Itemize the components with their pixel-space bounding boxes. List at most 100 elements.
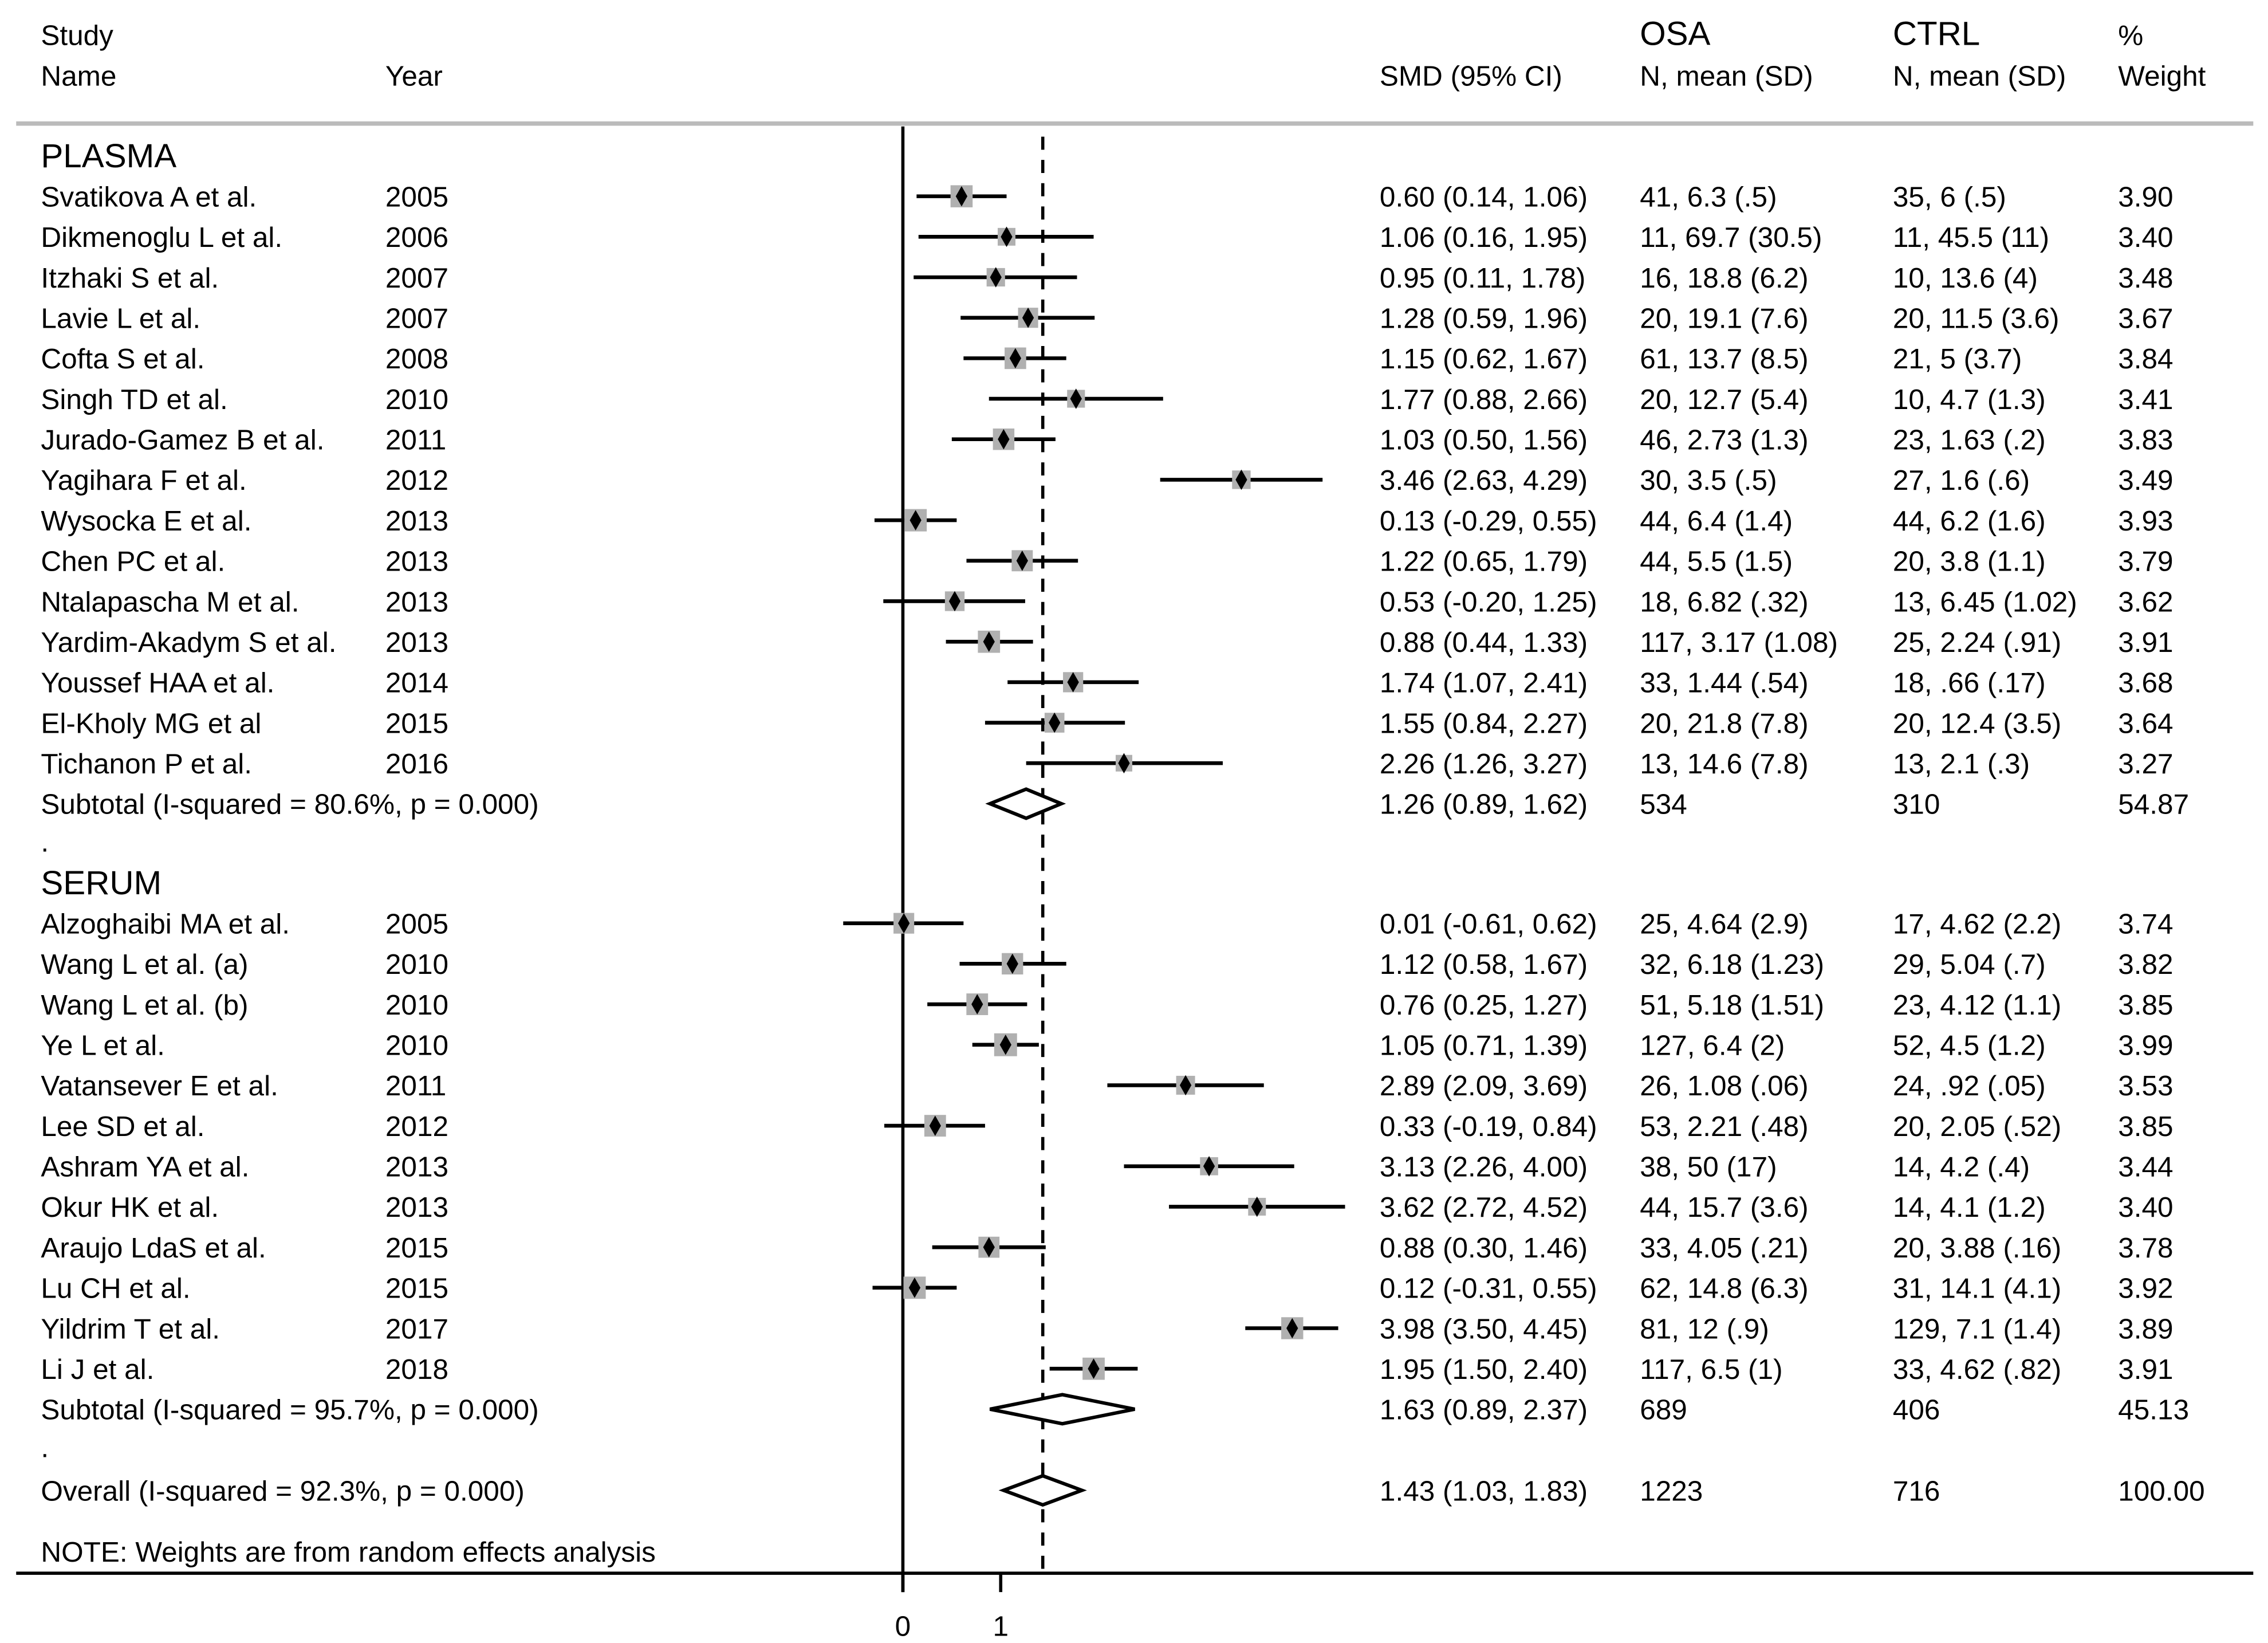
point-estimate bbox=[1022, 307, 1034, 328]
study-row: Wang L et al. (b) 2010 0.76 (0.25, 1.27) 51… bbox=[41, 989, 2173, 1021]
study-row: Jurado-Gamez B et al. 2011 1.03 (0.50, 1.5… bbox=[41, 424, 2173, 456]
study-weight: 3.91 bbox=[2118, 1354, 2173, 1385]
study-osa: 62, 14.8 (6.3) bbox=[1640, 1273, 1808, 1304]
study-year: 2015 bbox=[385, 707, 448, 739]
study-row: Dikmenoglu L et al. 2006 1.06 (0.16, 1.95)… bbox=[41, 222, 2173, 253]
study-ci: 1.95 (1.50, 2.40) bbox=[1380, 1354, 1588, 1385]
study-name: Lee SD et al. bbox=[41, 1111, 204, 1142]
study-row: Lavie L et al. 2007 1.28 (0.59, 1.96) 20, 1… bbox=[41, 302, 2173, 334]
study-osa: 20, 19.1 (7.6) bbox=[1640, 302, 1808, 334]
study-row: Wang L et al. (a) 2010 1.12 (0.58, 1.67) 32… bbox=[41, 949, 2173, 980]
study-osa: 127, 6.4 (2) bbox=[1640, 1029, 1785, 1061]
subtotal-diamond bbox=[985, 787, 1066, 820]
study-row: Wysocka E et al. 2013 0.13 (-0.29, 0.55) 44… bbox=[41, 505, 2173, 537]
study-year: 2015 bbox=[385, 1232, 448, 1264]
study-year: 2007 bbox=[385, 262, 448, 294]
study-ctrl: 14, 4.2 (.4) bbox=[1893, 1151, 2030, 1183]
study-ctrl: 10, 13.6 (4) bbox=[1893, 262, 2038, 294]
study-row: Cofta S et al. 2008 1.15 (0.62, 1.67) 61, 1… bbox=[41, 343, 2173, 375]
study-name: Yildrim T et al. bbox=[41, 1313, 220, 1345]
header-ctrl-sub: N, mean (SD) bbox=[1893, 61, 2066, 92]
study-weight: 3.68 bbox=[2118, 667, 2173, 699]
study-weight: 3.85 bbox=[2118, 1111, 2173, 1142]
study-ctrl: 33, 4.62 (.82) bbox=[1893, 1354, 2061, 1385]
study-osa: 117, 6.5 (1) bbox=[1640, 1354, 1782, 1385]
subtotal-osa: 534 bbox=[1640, 789, 1687, 820]
point-estimate bbox=[999, 1034, 1011, 1055]
study-osa: 38, 50 (17) bbox=[1640, 1151, 1777, 1183]
study-row: Lee SD et al. 2012 0.33 (-0.19, 0.84) 53, 2… bbox=[41, 1111, 2173, 1142]
footnote: NOTE: Weights are from random effects an… bbox=[41, 1536, 655, 1568]
study-name: Ashram YA et al. bbox=[41, 1151, 249, 1183]
study-ctrl: 13, 6.45 (1.02) bbox=[1893, 586, 2077, 618]
study-osa: 33, 1.44 (.54) bbox=[1640, 667, 1808, 699]
study-weight: 3.92 bbox=[2118, 1273, 2173, 1304]
header-study: Study bbox=[41, 20, 113, 52]
overall-osa: 1223 bbox=[1640, 1475, 1703, 1507]
study-row: Ashram YA et al. 2013 3.13 (2.26, 4.00) 38,… bbox=[41, 1151, 2173, 1183]
study-ctrl: 10, 4.7 (1.3) bbox=[1893, 384, 2046, 415]
study-ctrl: 11, 45.5 (11) bbox=[1893, 222, 2049, 253]
study-weight: 3.40 bbox=[2118, 222, 2173, 253]
study-row: Ye L et al. 2010 1.05 (0.71, 1.39) 127, 6.4… bbox=[41, 1029, 2173, 1061]
study-year: 2013 bbox=[385, 1192, 448, 1223]
study-row: Vatansever E et al. 2011 2.89 (2.09, 3.69)… bbox=[41, 1070, 2173, 1102]
study-row: Singh TD et al. 2010 1.77 (0.88, 2.66) 20, … bbox=[41, 384, 2173, 415]
study-ci: 2.89 (2.09, 3.69) bbox=[1380, 1070, 1588, 1102]
subtotal-label: Subtotal (I-squared = 80.6%, p = 0.000) bbox=[41, 789, 538, 820]
study-weight: 3.53 bbox=[2118, 1070, 2173, 1102]
study-year: 2016 bbox=[385, 748, 448, 780]
study-ctrl: 27, 1.6 (.6) bbox=[1893, 465, 2030, 496]
point-estimate bbox=[1286, 1318, 1298, 1339]
study-weight: 3.93 bbox=[2118, 505, 2173, 537]
study-ctrl: 31, 14.1 (4.1) bbox=[1893, 1273, 2061, 1304]
study-row: Lu CH et al. 2015 0.12 (-0.31, 0.55) 62, 14… bbox=[41, 1273, 2173, 1304]
study-ctrl: 21, 5 (3.7) bbox=[1893, 343, 2022, 375]
study-ci: 0.13 (-0.29, 0.55) bbox=[1380, 505, 1597, 537]
study-year: 2005 bbox=[385, 181, 448, 213]
study-osa: 53, 2.21 (.48) bbox=[1640, 1111, 1808, 1142]
subtotal-label: Subtotal (I-squared = 95.7%, p = 0.000) bbox=[41, 1394, 538, 1426]
study-name: Wysocka E et al. bbox=[41, 505, 251, 537]
study-ctrl: 20, 12.4 (3.5) bbox=[1893, 707, 2061, 739]
study-name: Yardim-Akadym S et al. bbox=[41, 627, 336, 658]
study-ctrl: 17, 4.62 (2.2) bbox=[1893, 908, 2061, 940]
study-name: Youssef HAA et al. bbox=[41, 667, 274, 699]
point-estimate bbox=[898, 913, 910, 934]
study-osa: 44, 15.7 (3.6) bbox=[1640, 1192, 1808, 1223]
study-year: 2012 bbox=[385, 1111, 448, 1142]
study-ci: 0.53 (-0.20, 1.25) bbox=[1380, 586, 1597, 618]
study-ci: 0.88 (0.44, 1.33) bbox=[1380, 627, 1588, 658]
study-weight: 3.64 bbox=[2118, 707, 2173, 739]
study-row: Li J et al. 2018 1.95 (1.50, 2.40) 117, 6.5… bbox=[41, 1354, 2173, 1385]
study-ctrl: 20, 11.5 (3.6) bbox=[1893, 302, 2060, 334]
study-name: Chen PC et al. bbox=[41, 546, 225, 577]
rows: PLASMA Svatikova A et al. 2005 0.60 (0.14, … bbox=[41, 137, 2204, 1568]
study-weight: 3.27 bbox=[2118, 748, 2173, 780]
study-osa: 18, 6.82 (.32) bbox=[1640, 586, 1808, 618]
study-row: Araujo LdaS et al. 2015 0.88 (0.30, 1.46) 3… bbox=[41, 1232, 2173, 1264]
study-ci: 0.76 (0.25, 1.27) bbox=[1380, 989, 1588, 1021]
study-name: Singh TD et al. bbox=[41, 384, 227, 415]
study-ci: 3.98 (3.50, 4.45) bbox=[1380, 1313, 1588, 1345]
study-year: 2007 bbox=[385, 302, 448, 334]
study-weight: 3.62 bbox=[2118, 586, 2173, 618]
point-estimate bbox=[1179, 1075, 1192, 1096]
study-name: Okur HK et al. bbox=[41, 1192, 219, 1223]
point-estimate bbox=[1009, 348, 1022, 369]
overall-weight: 100.00 bbox=[2118, 1475, 2204, 1507]
study-ci: 1.05 (0.71, 1.39) bbox=[1380, 1029, 1588, 1061]
study-weight: 3.83 bbox=[2118, 424, 2173, 456]
subtotal-ctrl: 406 bbox=[1893, 1394, 1940, 1426]
point-estimate bbox=[1118, 753, 1130, 773]
study-year: 2010 bbox=[385, 1029, 448, 1061]
study-ctrl: 44, 6.2 (1.6) bbox=[1893, 505, 2046, 537]
study-row: El-Kholy MG et al 2015 1.55 (0.84, 2.27) 20… bbox=[41, 707, 2173, 739]
study-year: 2013 bbox=[385, 505, 448, 537]
study-ctrl: 23, 4.12 (1.1) bbox=[1893, 989, 2061, 1021]
subtotal-weight: 45.13 bbox=[2118, 1394, 2189, 1426]
study-ci: 1.55 (0.84, 2.27) bbox=[1380, 707, 1588, 739]
study-row: Svatikova A et al. 2005 0.60 (0.14, 1.06) 4… bbox=[41, 181, 2173, 213]
study-osa: 81, 12 (.9) bbox=[1640, 1313, 1769, 1345]
